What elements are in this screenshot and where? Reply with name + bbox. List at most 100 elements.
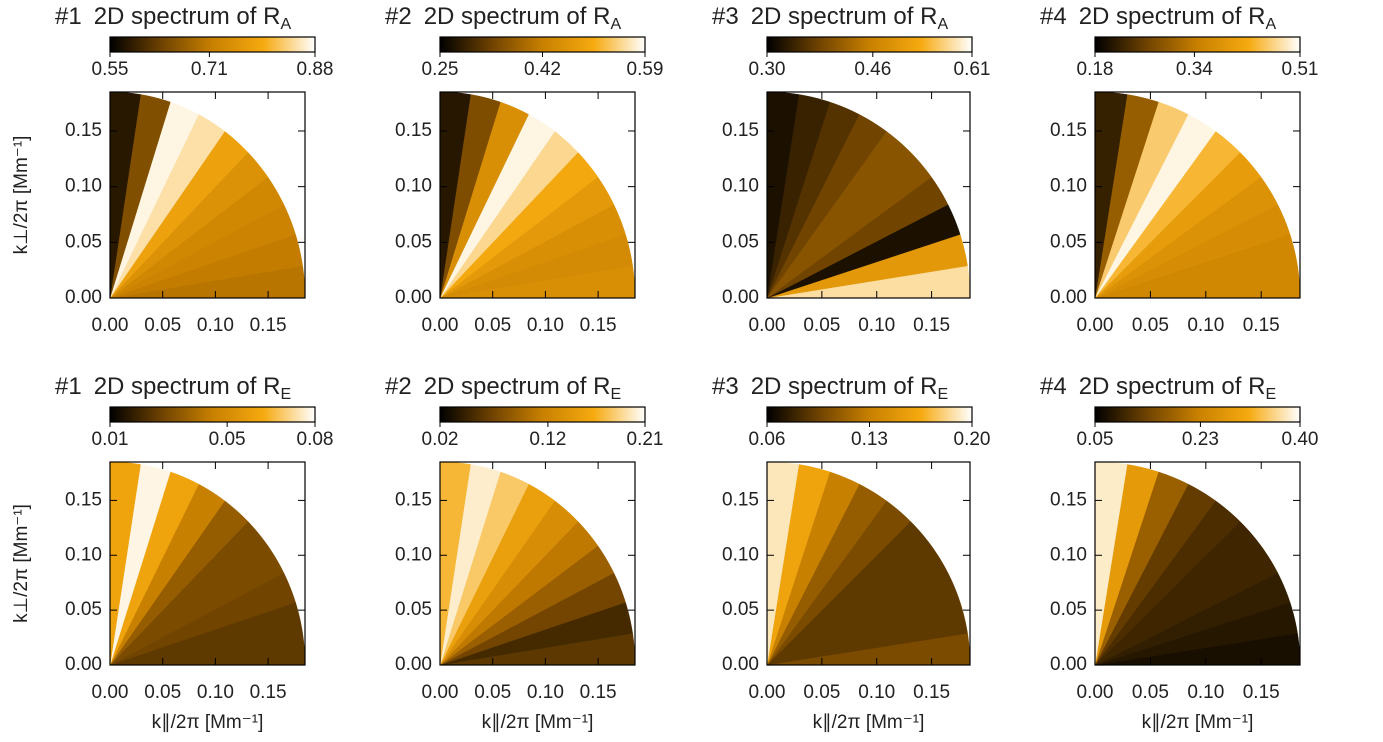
panel-number: #4 bbox=[1040, 3, 1067, 30]
spectrum-sector bbox=[109, 234, 303, 299]
x-tick-label: 0.15 bbox=[1243, 315, 1280, 336]
x-tick-label: 0.05 bbox=[803, 315, 840, 336]
y-tick-label: 0.10 bbox=[722, 176, 759, 197]
spectrum-sector bbox=[439, 545, 615, 666]
spectrum-sector bbox=[1094, 464, 1159, 666]
x-tick-label: 0.10 bbox=[527, 315, 564, 336]
spectrum-sector bbox=[109, 471, 199, 666]
x-tick-label: 0.10 bbox=[197, 682, 234, 703]
x-tick-label: 0.05 bbox=[803, 682, 840, 703]
panel-number: #4 bbox=[1040, 373, 1067, 400]
spectrum-sector bbox=[1094, 101, 1189, 299]
y-tick-label: 0.15 bbox=[395, 489, 432, 510]
panel-number: #2 bbox=[385, 3, 412, 30]
y-tick-label: 0.05 bbox=[395, 231, 432, 252]
panel-title: #3 2D spectrum of RA bbox=[712, 3, 948, 33]
plot-frame bbox=[766, 461, 971, 666]
spectrum-sector bbox=[766, 483, 887, 666]
panel-title: #4 2D spectrum of RA bbox=[1040, 3, 1276, 33]
colorbar-tick-label: 0.51 bbox=[1282, 59, 1319, 80]
title-text: 2D spectrum of R bbox=[751, 3, 938, 30]
spectrum-sector bbox=[439, 176, 615, 299]
y-tick-label: 0.05 bbox=[65, 231, 102, 252]
spectrum-sector bbox=[109, 483, 225, 666]
colorbar bbox=[109, 406, 316, 423]
colorbar-tick-label: 0.05 bbox=[1077, 429, 1114, 450]
y-tick-label: 0.00 bbox=[395, 654, 432, 675]
x-tick-label: 0.15 bbox=[913, 315, 950, 336]
title-subscript: E bbox=[1265, 386, 1276, 403]
x-tick-label: 0.05 bbox=[474, 315, 511, 336]
title-text: 2D spectrum of R bbox=[424, 3, 611, 30]
spectrum-sector bbox=[1094, 130, 1241, 299]
colorbar-tick-label: 0.21 bbox=[627, 429, 664, 450]
colorbar-tick-label: 0.08 bbox=[297, 429, 334, 450]
x-tick-label: 0.00 bbox=[749, 315, 786, 336]
x-tick-label: 0.15 bbox=[250, 315, 287, 336]
spectrum-sector bbox=[109, 101, 199, 299]
colorbar bbox=[766, 36, 973, 53]
y-tick-label: 0.10 bbox=[65, 176, 102, 197]
colorbar bbox=[109, 36, 316, 53]
colorbar bbox=[439, 36, 646, 53]
y-tick-label: 0.00 bbox=[395, 287, 432, 308]
panel-title: #1 2D spectrum of RA bbox=[55, 3, 291, 33]
colorbar-tick-label: 0.71 bbox=[191, 59, 228, 80]
title-subscript: E bbox=[280, 386, 291, 403]
y-axis-label: k⊥/2π [Mm⁻¹] bbox=[11, 136, 32, 255]
panel-number: #3 bbox=[712, 3, 739, 30]
title-subscript: A bbox=[1265, 16, 1276, 33]
spectrum-sector bbox=[766, 572, 961, 666]
x-tick-label: 0.10 bbox=[858, 682, 895, 703]
plot-frame bbox=[1094, 91, 1301, 299]
title-text: 2D spectrum of R bbox=[1079, 3, 1266, 30]
plot-frame bbox=[766, 91, 971, 299]
x-tick-label: 0.05 bbox=[144, 682, 181, 703]
title-text: 2D spectrum of R bbox=[94, 373, 281, 400]
spectrum-sector bbox=[1094, 234, 1298, 299]
spectrum-sector bbox=[439, 464, 501, 666]
plot-frame bbox=[109, 91, 306, 299]
colorbar-tick-label: 0.05 bbox=[209, 429, 246, 450]
y-tick-label: 0.05 bbox=[395, 599, 432, 620]
colorbar-tick-label: 0.20 bbox=[954, 429, 991, 450]
spectrum-sector bbox=[766, 521, 932, 666]
spectrum-sector bbox=[1094, 176, 1278, 299]
spectrum-sector bbox=[439, 521, 599, 666]
colorbar-tick-label: 0.02 bbox=[422, 429, 459, 450]
x-tick-label: 0.00 bbox=[422, 315, 459, 336]
spectrum-sector bbox=[1094, 572, 1291, 666]
x-tick-label: 0.15 bbox=[250, 682, 287, 703]
y-tick-label: 0.10 bbox=[1050, 544, 1087, 565]
colorbar-tick-label: 0.42 bbox=[524, 59, 561, 80]
x-axis-label: k∥/2π [Mm⁻¹] bbox=[152, 712, 264, 733]
x-axis-label: k∥/2π [Mm⁻¹] bbox=[813, 712, 925, 733]
y-tick-label: 0.05 bbox=[1050, 599, 1087, 620]
spectrum-sector bbox=[766, 114, 887, 299]
x-axis-label: k∥/2π [Mm⁻¹] bbox=[1142, 712, 1254, 733]
spectrum-sector bbox=[439, 130, 579, 299]
title-subscript: A bbox=[937, 16, 948, 33]
y-tick-label: 0.10 bbox=[722, 544, 759, 565]
x-tick-label: 0.05 bbox=[144, 315, 181, 336]
spectrum-sector bbox=[109, 130, 249, 299]
spectrum-sector bbox=[109, 114, 225, 299]
plot-frame bbox=[439, 461, 636, 666]
x-axis-label: k∥/2π [Mm⁻¹] bbox=[482, 712, 594, 733]
x-tick-label: 0.15 bbox=[913, 682, 950, 703]
panel-title: #1 2D spectrum of RE bbox=[55, 373, 291, 403]
spectrum-sector bbox=[109, 500, 249, 666]
plot-frame bbox=[109, 461, 306, 666]
x-tick-label: 0.00 bbox=[749, 682, 786, 703]
colorbar-tick-label: 0.25 bbox=[422, 59, 459, 80]
colorbar-tick-label: 0.40 bbox=[1282, 429, 1319, 450]
spectrum-sector bbox=[109, 601, 303, 666]
y-tick-label: 0.10 bbox=[65, 544, 102, 565]
panel-title: #4 2D spectrum of RE bbox=[1040, 373, 1276, 403]
panel-number: #1 bbox=[55, 3, 82, 30]
colorbar bbox=[1094, 36, 1301, 53]
y-tick-label: 0.05 bbox=[722, 231, 759, 252]
spectrum-sector bbox=[439, 471, 529, 666]
title-text: 2D spectrum of R bbox=[1079, 373, 1266, 400]
colorbar-tick-label: 0.61 bbox=[954, 59, 991, 80]
